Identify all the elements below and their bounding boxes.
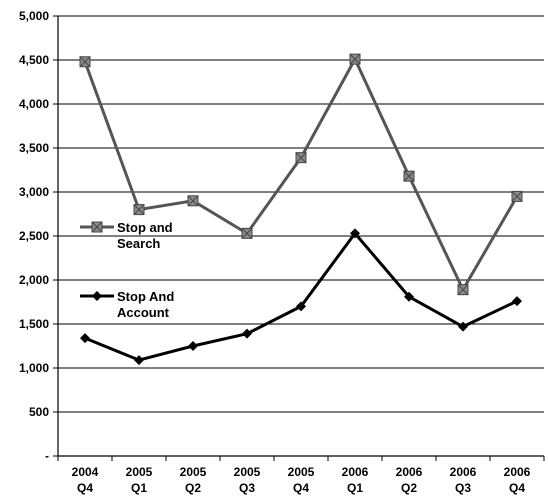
legend-label: Stop and Search xyxy=(117,220,173,251)
gridlines xyxy=(58,15,544,413)
x-tick-label-line: Q2 xyxy=(401,481,417,495)
x-tick-label-line: Q1 xyxy=(347,481,363,495)
data-point xyxy=(295,152,307,164)
legend-label-line: Search xyxy=(117,236,160,251)
y-tick-label: 5,000 xyxy=(19,9,49,23)
data-point xyxy=(134,355,144,366)
x-tick-label-line: 2005 xyxy=(288,465,315,479)
data-point xyxy=(350,228,360,239)
x-tick-label-line: 2005 xyxy=(180,465,207,479)
x-tick-label-line: Q2 xyxy=(185,481,201,495)
legend-label-line: Account xyxy=(117,305,170,320)
marker-cross xyxy=(403,170,415,182)
series-0 xyxy=(79,53,523,296)
x-tick-label: 2004 Q4 xyxy=(72,465,99,495)
y-tick-label: 3,500 xyxy=(19,141,49,155)
data-point xyxy=(404,291,414,302)
legend-label: Stop And Account xyxy=(117,289,174,320)
x-tick-label-line: 2005 xyxy=(126,465,153,479)
legend-marker xyxy=(92,291,102,301)
x-tick-label: 2006 Q4 xyxy=(504,465,531,495)
marker-cross xyxy=(133,204,145,215)
x-tick-label-line: 2006 xyxy=(504,465,531,479)
data-point xyxy=(80,333,90,344)
y-tick-label: 4,500 xyxy=(19,53,49,67)
series-line xyxy=(83,55,519,293)
y-tick-label: 2,500 xyxy=(19,229,49,243)
data-point xyxy=(403,170,415,182)
y-tick-label: 3,000 xyxy=(19,185,49,199)
x-tick-label-line: 2005 xyxy=(234,465,261,479)
legend-marker xyxy=(91,221,103,233)
x-tick-label-line: 2006 xyxy=(342,465,369,479)
legend-label-line: Stop And xyxy=(117,289,174,304)
x-tick-label: 2005 Q2 xyxy=(180,465,207,495)
x-tick-label: 2006 Q1 xyxy=(342,465,369,495)
y-tick-label: 4,000 xyxy=(19,97,49,111)
marker-cross xyxy=(187,195,199,207)
data-point xyxy=(133,204,145,216)
x-tick-label-line: 2004 xyxy=(72,465,99,479)
marker-cross xyxy=(295,152,307,164)
data-point xyxy=(296,301,306,312)
data-point xyxy=(79,56,91,68)
y-tick-label: 1,000 xyxy=(19,361,49,375)
x-tick-label-line: Q4 xyxy=(509,481,525,495)
y-tick-label: 500 xyxy=(29,405,49,419)
marker-cross xyxy=(79,56,91,68)
x-tick-label: 2006 Q2 xyxy=(396,465,423,495)
data-point xyxy=(511,190,523,202)
data-point xyxy=(187,195,199,207)
data-point xyxy=(512,296,522,307)
marker-cross xyxy=(241,228,253,239)
data-point xyxy=(242,328,252,339)
marker-cross xyxy=(457,284,469,296)
x-tick-label-line: Q4 xyxy=(77,481,93,495)
legend-label-line: Stop and xyxy=(117,220,173,235)
marker-cross xyxy=(349,53,361,65)
series-1 xyxy=(80,228,522,366)
x-tick-label-line: Q3 xyxy=(239,481,255,495)
x-tick-label-line: Q4 xyxy=(293,481,309,495)
legend-item: Stop and Search xyxy=(80,220,173,251)
x-tick-label-line: Q1 xyxy=(131,481,147,495)
y-axis-ticks: - 500 1,000 1,500 2,000 2,500 3,000 3,500 4,000 4… xyxy=(19,9,58,463)
data-point xyxy=(458,321,468,332)
y-tick-label: - xyxy=(45,449,49,463)
x-tick-label: 2005 Q1 xyxy=(126,465,153,495)
data-point xyxy=(241,227,253,239)
marker-cross xyxy=(91,221,103,233)
x-tick-label-line: 2006 xyxy=(396,465,423,479)
x-tick-label-line: 2006 xyxy=(450,465,477,479)
x-tick-label: 2005 Q4 xyxy=(288,465,315,495)
data-point xyxy=(457,284,469,296)
x-tick-label-line: Q3 xyxy=(455,481,471,495)
legend-item: Stop And Account xyxy=(80,289,174,320)
x-tick-label: 2006 Q3 xyxy=(450,465,477,495)
y-tick-label: 1,500 xyxy=(19,317,49,331)
marker-cross xyxy=(511,191,523,202)
series-group xyxy=(79,53,523,366)
x-tick-label: 2005 Q3 xyxy=(234,465,261,495)
y-tick-label: 2,000 xyxy=(19,273,49,287)
legend: Stop and Search Stop And Account xyxy=(80,220,174,320)
data-point xyxy=(188,341,198,351)
data-point xyxy=(349,53,361,65)
